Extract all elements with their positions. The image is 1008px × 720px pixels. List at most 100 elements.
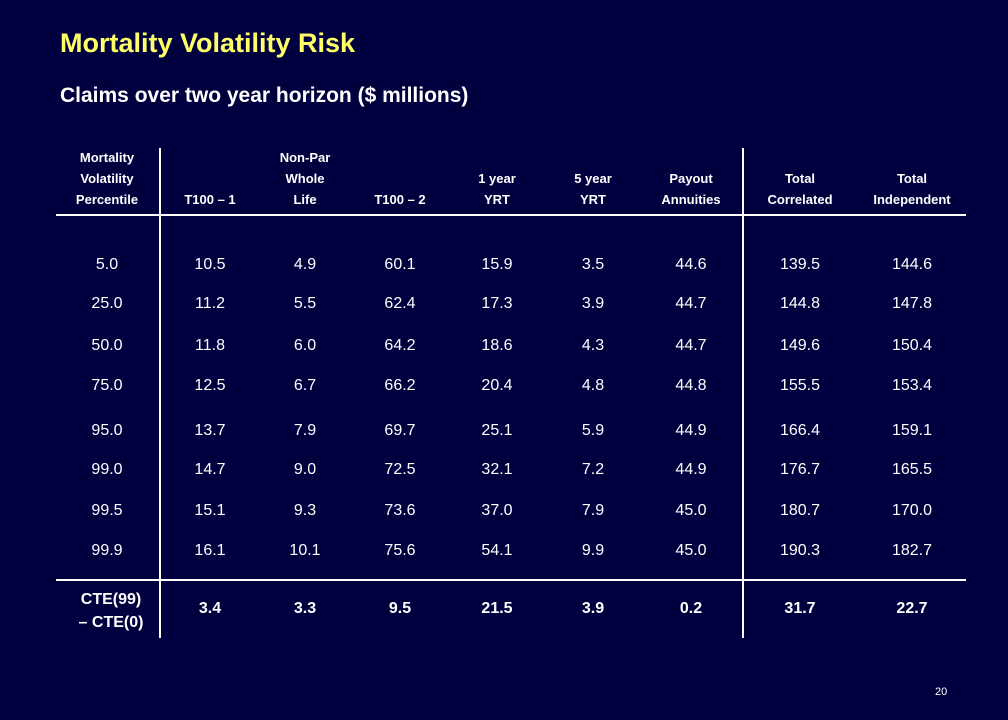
table-cell: 54.1 xyxy=(481,542,513,559)
table-cell: 6.0 xyxy=(293,337,317,354)
column-header-line: Correlated xyxy=(767,192,833,207)
column-header-line: Total xyxy=(784,171,816,186)
table-cell: 15.1 xyxy=(194,502,226,519)
table-cell: 44.7 xyxy=(675,337,707,354)
column-header-line: Independent xyxy=(873,192,951,207)
table-cell: 170.0 xyxy=(891,502,933,519)
cte-value-cell: 9.5 xyxy=(388,600,412,617)
table-cell: 44.8 xyxy=(675,377,707,394)
cte-value-cell: 21.5 xyxy=(481,600,513,617)
table-cell: 45.0 xyxy=(675,502,707,519)
table-cell: 44.9 xyxy=(675,461,707,478)
table-cell: 4.9 xyxy=(293,256,317,273)
cte-value-cell: 31.7 xyxy=(784,600,816,617)
percentile-cell: 25.0 xyxy=(91,295,123,312)
table-cell: 44.7 xyxy=(675,295,707,312)
column-header-line: YRT xyxy=(484,192,510,207)
table-cell: 45.0 xyxy=(675,542,707,559)
cte-label-line-2: – CTE(0) xyxy=(78,614,144,631)
cte-value-cell: 3.3 xyxy=(293,600,317,617)
column-header-line: 5 year xyxy=(574,171,612,186)
table-cell: 7.9 xyxy=(293,422,317,439)
table-cell: 18.6 xyxy=(481,337,513,354)
table-cell: 165.5 xyxy=(891,461,933,478)
cte-value-cell: 22.7 xyxy=(896,600,928,617)
column-header: T100 – 1 xyxy=(165,189,255,210)
table-cell: 144.8 xyxy=(779,295,821,312)
table-cell: 190.3 xyxy=(779,542,821,559)
column-header-line: YRT xyxy=(580,192,606,207)
table-cell: 72.5 xyxy=(384,461,416,478)
column-header: Mortality Volatility Percentile xyxy=(57,147,157,210)
slide-subtitle: Claims over two year horizon ($ millions… xyxy=(60,84,469,107)
table-cell: 9.3 xyxy=(293,502,317,519)
column-header: Total Independent xyxy=(857,168,967,210)
percentile-cell: 99.5 xyxy=(91,502,123,519)
column-header-line: Non-Par xyxy=(279,150,331,165)
table-cell: 14.7 xyxy=(194,461,226,478)
table-cell: 180.7 xyxy=(779,502,821,519)
column-header: Total Correlated xyxy=(750,168,850,210)
table-cell: 4.3 xyxy=(581,337,605,354)
table-cell: 7.2 xyxy=(581,461,605,478)
table-cell: 139.5 xyxy=(779,256,821,273)
table-cell: 66.2 xyxy=(384,377,416,394)
percentile-cell: 75.0 xyxy=(91,377,123,394)
cte-value-cell: 0.2 xyxy=(679,600,703,617)
table-cell: 7.9 xyxy=(581,502,605,519)
table-cell: 9.9 xyxy=(581,542,605,559)
table-cell: 44.6 xyxy=(675,256,707,273)
table-cell: 73.6 xyxy=(384,502,416,519)
table-cell: 3.5 xyxy=(581,256,605,273)
column-header-line: 1 year xyxy=(478,171,516,186)
table-cell: 16.1 xyxy=(194,542,226,559)
table-cell: 150.4 xyxy=(891,337,933,354)
page-number: 20 xyxy=(935,686,948,698)
percentile-cell: 99.0 xyxy=(91,461,123,478)
column-header-line: Payout xyxy=(669,171,713,186)
column-header: Payout Annuities xyxy=(646,168,736,210)
column-header-line: Volatility xyxy=(80,171,134,186)
cte-label-line-1: CTE(99) xyxy=(80,591,142,608)
cte-value-cell: 3.4 xyxy=(198,600,222,617)
column-header-line: Life xyxy=(293,192,317,207)
table-cell: 155.5 xyxy=(779,377,821,394)
table-cell: 32.1 xyxy=(481,461,513,478)
table-cell: 176.7 xyxy=(779,461,821,478)
table-cell: 9.0 xyxy=(293,461,317,478)
table-cell: 20.4 xyxy=(481,377,513,394)
header-divider xyxy=(56,214,966,216)
table-cell: 4.8 xyxy=(581,377,605,394)
column-header-line: Percentile xyxy=(75,192,139,207)
cte-row-label: CTE(99) – CTE(0) xyxy=(56,588,166,634)
table-cell: 159.1 xyxy=(891,422,933,439)
table-cell: 3.9 xyxy=(581,295,605,312)
table-cell: 37.0 xyxy=(481,502,513,519)
column-header-line: Mortality xyxy=(79,150,135,165)
column-header: T100 – 2 xyxy=(355,189,445,210)
table-cell: 144.6 xyxy=(891,256,933,273)
percentile-cell: 99.9 xyxy=(91,542,123,559)
left-column-divider xyxy=(159,148,161,638)
slide-title: Mortality Volatility Risk xyxy=(60,28,356,58)
table-cell: 25.1 xyxy=(481,422,513,439)
column-header-line: Whole xyxy=(285,171,325,186)
table-cell: 11.2 xyxy=(195,295,225,312)
totals-column-divider xyxy=(742,148,744,638)
table-cell: 62.4 xyxy=(384,295,416,312)
table-cell: 153.4 xyxy=(891,377,933,394)
table-cell: 10.5 xyxy=(194,256,226,273)
table-cell: 11.8 xyxy=(195,337,225,354)
percentile-cell: 95.0 xyxy=(91,422,123,439)
table-cell: 149.6 xyxy=(779,337,821,354)
column-header-line: Total xyxy=(896,171,928,186)
column-header: 5 year YRT xyxy=(548,168,638,210)
table-cell: 64.2 xyxy=(384,337,416,354)
percentile-cell: 5.0 xyxy=(95,256,119,273)
cte-divider xyxy=(56,579,966,581)
table-cell: 166.4 xyxy=(779,422,821,439)
table-cell: 60.1 xyxy=(384,256,416,273)
table-cell: 6.7 xyxy=(293,377,317,394)
column-header-line: T100 – 1 xyxy=(184,192,236,207)
column-header-line: T100 – 2 xyxy=(374,192,426,207)
